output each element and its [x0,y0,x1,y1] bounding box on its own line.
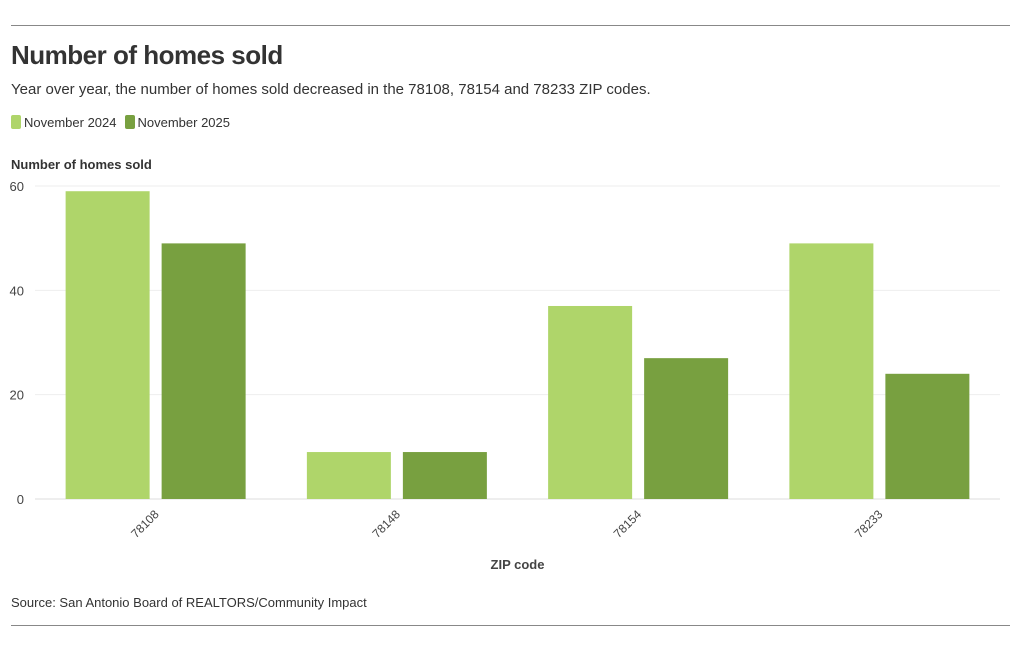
x-axis-title: ZIP code [491,557,545,572]
chart-subtitle: Year over year, the number of homes sold… [11,81,651,98]
chart-title: Number of homes sold [11,40,283,70]
x-tick-label: 78108 [128,507,162,541]
bar-78108-november-2025 [161,243,246,499]
legend-label: November 2024 [24,115,117,130]
legend-item-2024[interactable]: November 2024 [11,115,117,130]
x-tick-label: 78148 [369,507,403,541]
bar-78154-november-2024 [548,305,633,499]
bar-78233-november-2025 [885,373,970,499]
legend-label: November 2025 [137,115,231,130]
y-tick-label: 60 [10,179,24,194]
bottom-rule [11,625,1010,626]
source-note: Source: San Antonio Board of REALTORS/Co… [11,595,367,610]
legend: November 2024 November 2025 [11,115,230,130]
y-tick-label: 40 [10,283,24,298]
legend-swatch [11,115,21,129]
bar-78233-november-2024 [789,243,874,499]
bar-78154-november-2025 [644,358,729,499]
x-tick-label: 78233 [852,507,886,541]
bar-78108-november-2024 [65,191,150,499]
bar-78148-november-2024 [306,452,391,499]
x-tick-label: 78154 [611,507,645,541]
bar-78148-november-2025 [402,452,487,499]
y-axis-title: Number of homes sold [11,157,152,172]
top-rule [11,25,1010,26]
y-tick-label: 0 [17,492,24,507]
legend-swatch [124,115,135,129]
y-tick-label: 20 [10,388,24,403]
legend-item-2025[interactable]: November 2025 [124,115,231,130]
